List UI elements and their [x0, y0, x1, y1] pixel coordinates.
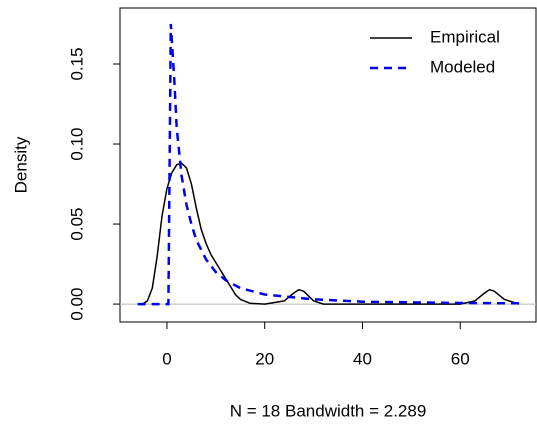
y-tick-label: 0.05	[67, 208, 86, 241]
y-tick-label: 0.15	[67, 47, 86, 80]
x-tick-label: 0	[162, 349, 171, 368]
y-axis-label: Density	[11, 136, 30, 193]
x-tick-label: 60	[451, 349, 470, 368]
x-axis-label: N = 18 Bandwidth = 2.289	[230, 401, 427, 420]
legend-label: Empirical	[430, 27, 500, 46]
y-tick-label: 0.00	[67, 288, 86, 321]
density-line	[142, 162, 520, 305]
legend-label: Modeled	[430, 57, 495, 76]
density-line	[137, 23, 519, 306]
y-tick-label: 0.10	[67, 127, 86, 160]
x-tick-label: 20	[255, 349, 274, 368]
x-tick-label: 40	[353, 349, 372, 368]
